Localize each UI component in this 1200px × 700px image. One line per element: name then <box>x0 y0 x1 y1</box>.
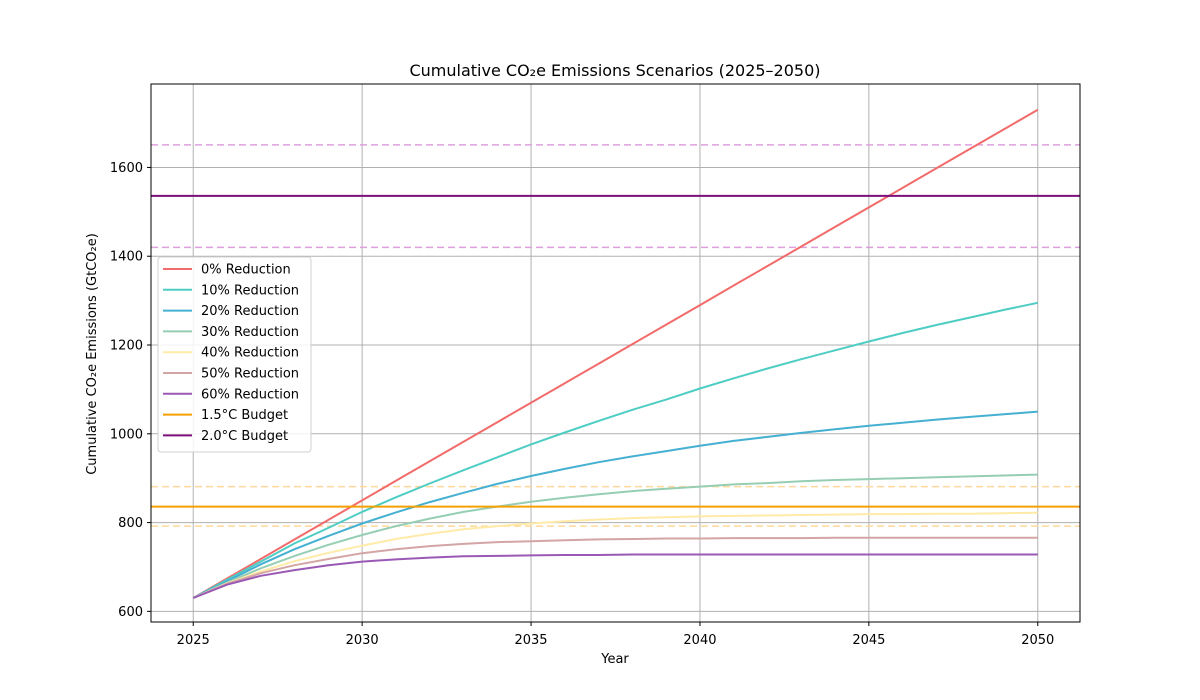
legend-box <box>157 256 312 453</box>
legend-label: 60% Reduction <box>201 387 299 402</box>
series-line-3 <box>192 473 1038 599</box>
x-tick-label: 2045 <box>852 633 885 648</box>
x-tick-label: 2035 <box>514 633 547 648</box>
grid <box>151 84 1080 622</box>
y-tick-label: 1600 <box>110 161 143 176</box>
legend-label: 1.5°C Budget <box>201 408 288 423</box>
chart-title: Cumulative CO₂e Emissions Scenarios (202… <box>409 61 820 80</box>
y-axis-label: Cumulative CO₂e Emissions (GtCO₂e) <box>85 233 100 475</box>
legend-label: 20% Reduction <box>201 304 299 319</box>
series-line-2 <box>192 410 1038 599</box>
legend-label: 40% Reduction <box>201 346 299 361</box>
series-line-0 <box>192 108 1039 599</box>
legend-label: 50% Reduction <box>201 367 299 382</box>
budget-lines <box>151 194 1080 508</box>
legend-label: 30% Reduction <box>201 325 299 340</box>
x-tick-label: 2030 <box>346 633 379 648</box>
legend: 0% Reduction 10% Reduction 20% Reduction 30… <box>157 256 312 453</box>
y-tick-label: 1400 <box>110 250 143 265</box>
x-tick-label: 2025 <box>177 633 210 648</box>
legend-label: 2.0°C Budget <box>201 429 288 444</box>
budget-range-lines <box>151 144 1080 527</box>
y-tick-label: 800 <box>118 516 143 531</box>
y-tick-label: 1200 <box>110 339 143 354</box>
series-lines <box>192 108 1039 599</box>
x-tick-label: 2050 <box>1021 633 1054 648</box>
y-tick-label: 1000 <box>110 427 143 442</box>
plot-frame <box>150 83 1081 623</box>
series-line-1 <box>192 301 1039 599</box>
x-axis-label: Year <box>600 652 629 667</box>
x-tick-label: 2040 <box>683 633 716 648</box>
series-line-5 <box>192 536 1038 599</box>
series-line-4 <box>192 511 1038 599</box>
series-line-6 <box>192 553 1038 599</box>
legend-label: 0% Reduction <box>201 263 291 278</box>
axis-ticks: 2025 2030 2035 2040 2045 2050 600 800 1000 1200 14… <box>110 161 1054 648</box>
legend-label: 10% Reduction <box>201 283 299 298</box>
y-tick-label: 600 <box>118 605 143 620</box>
